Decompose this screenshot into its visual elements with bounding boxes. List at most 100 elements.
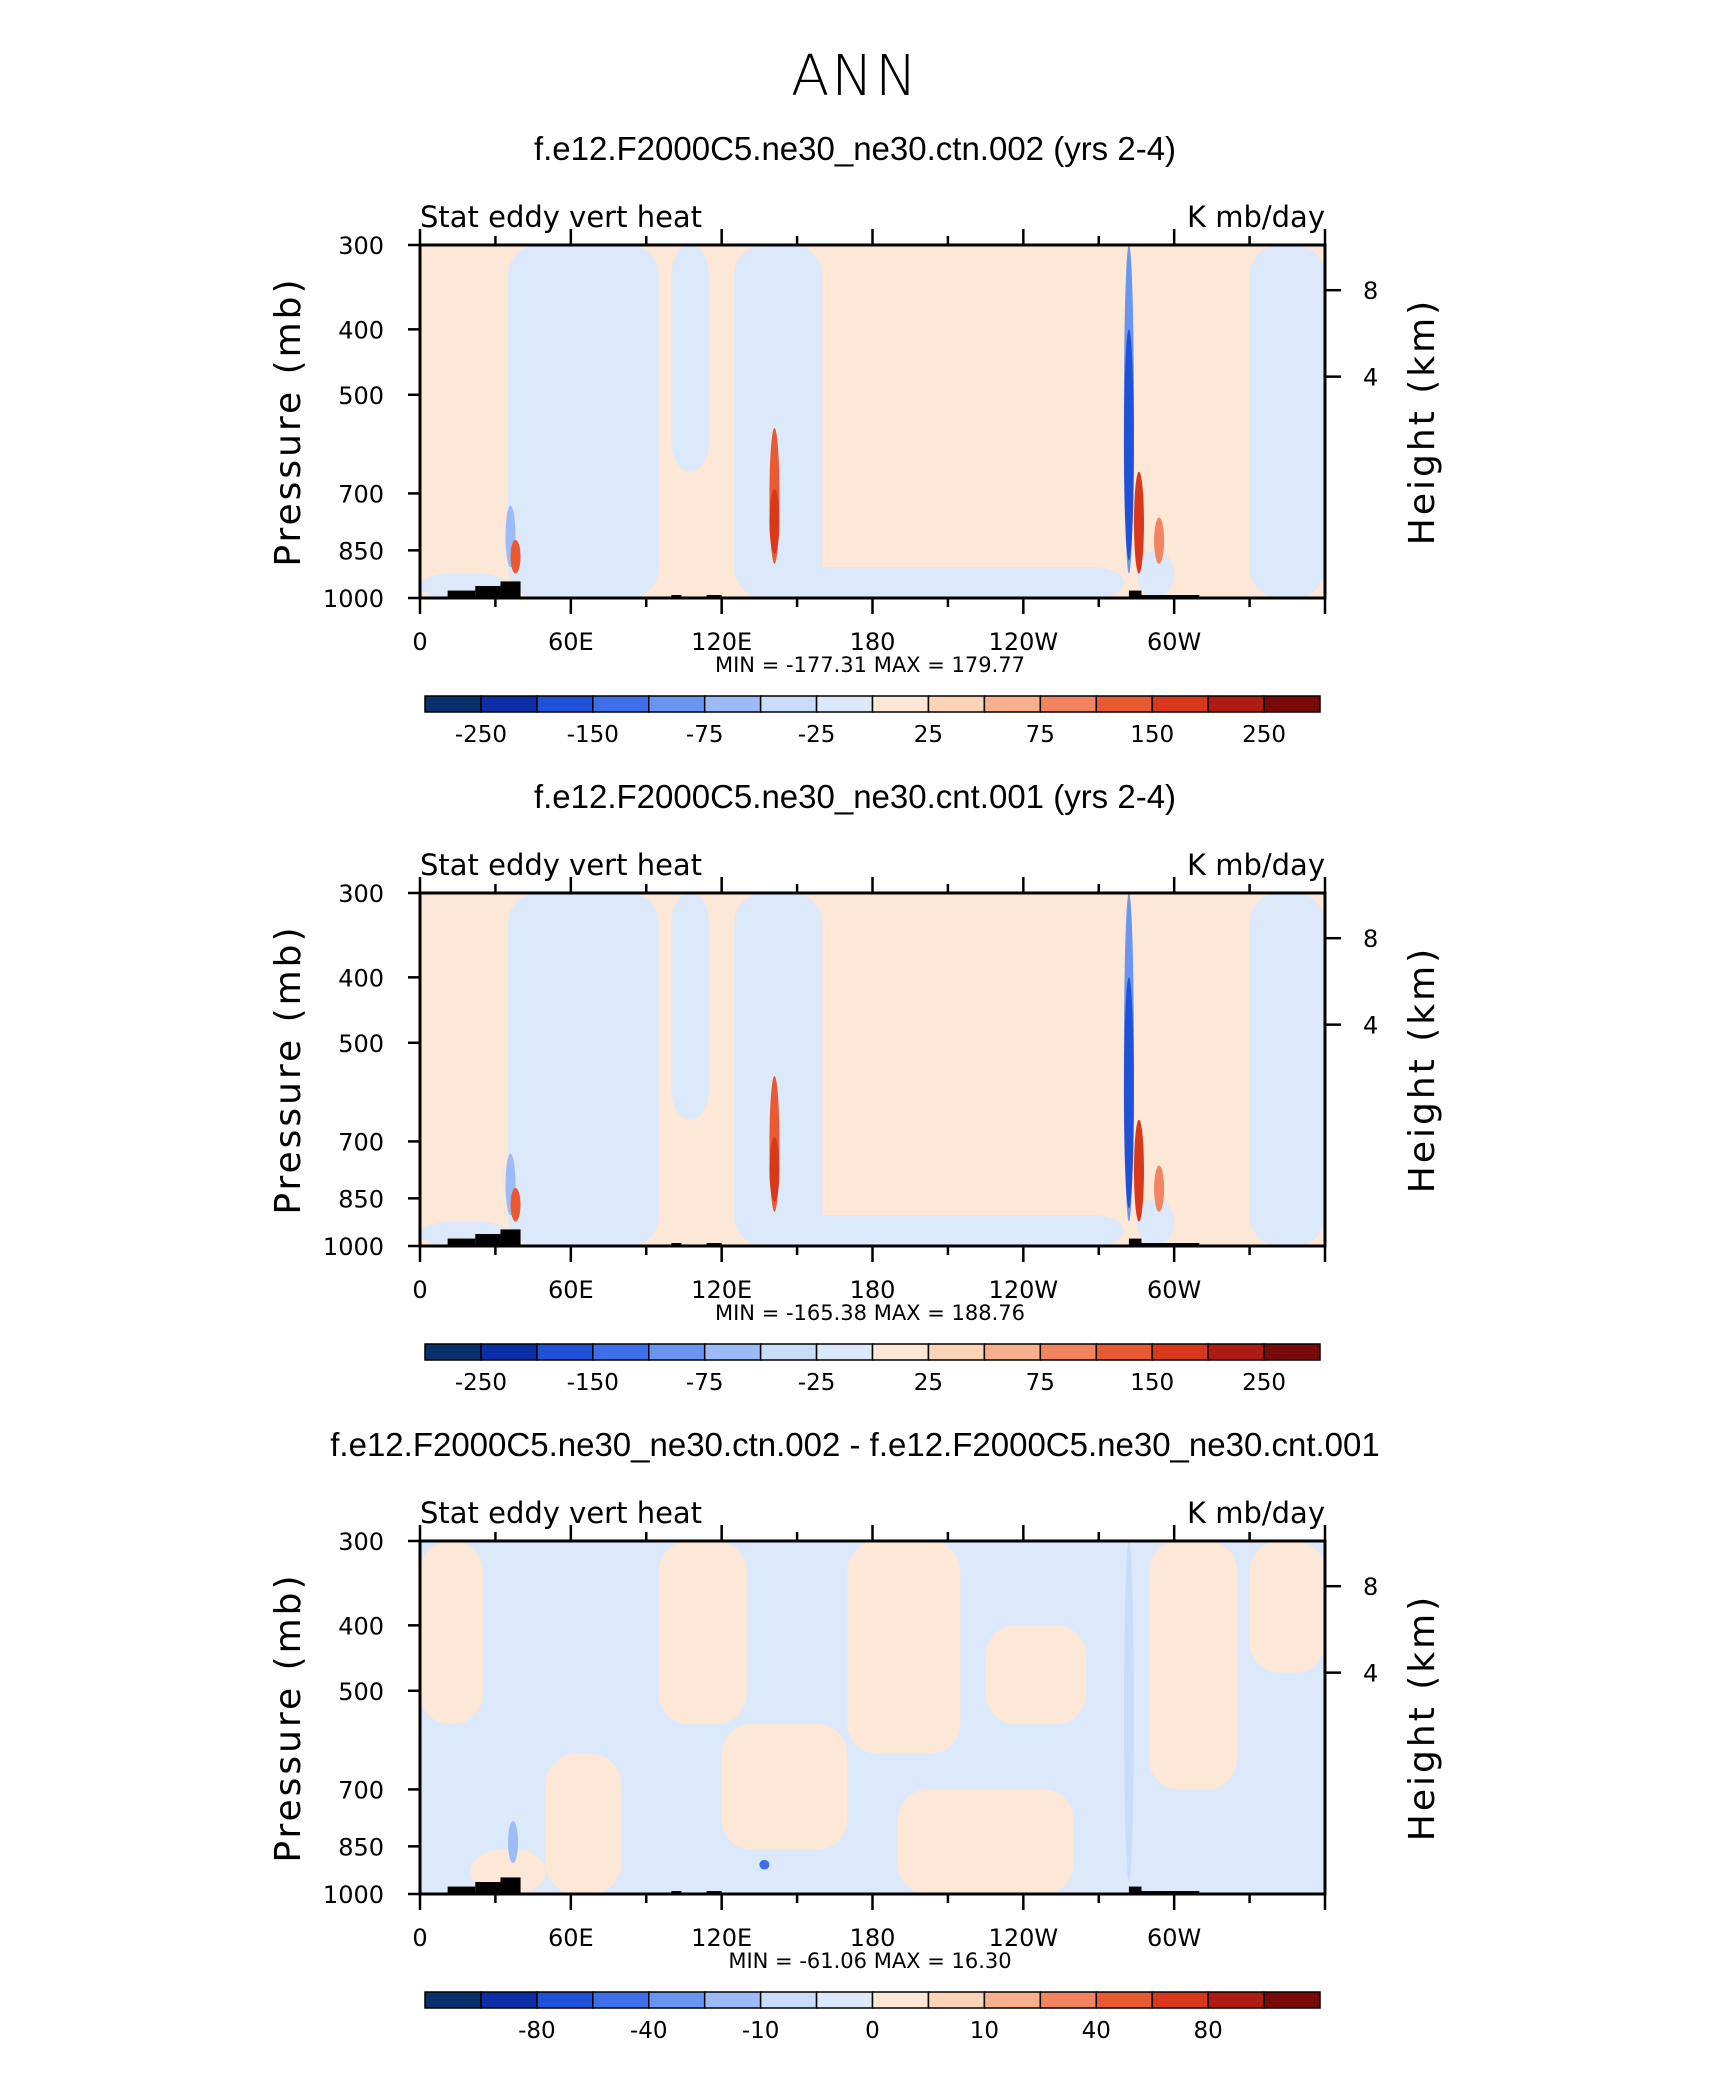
y-tick-label: 500 [338,1678,384,1706]
field-region [771,1215,1124,1246]
x-tick-label: 60W [1147,628,1201,656]
colorbar-swatch [1207,1343,1265,1361]
chart-panel-1: f.e12.F2000C5.ne30_ne30.ctn.002 (yrs 2-4… [0,130,1710,780]
y-tick-label: 400 [338,316,384,344]
colorbar-label: 250 [1242,722,1286,748]
colorbar-swatch [815,1991,874,2009]
colorbar-label: -80 [518,2018,556,2044]
topography-mask [1128,1238,1142,1246]
x-tick-label: 120E [691,1276,752,1304]
colorbar-swatch [871,1343,930,1361]
y2-axis-title: Height (km) [1402,1594,1443,1841]
y-tick-label: 700 [338,480,384,508]
topography-mask [500,581,521,598]
colorbar-label: -25 [798,1370,836,1396]
colorbar-label: -250 [455,722,507,748]
heatmap-svg: Stat eddy vert heat K mb/day 0 60E 120E 180 12… [268,200,1443,748]
topography-mask [447,590,476,598]
x-tick-label: 60W [1147,1924,1201,1952]
colorbar-swatch [1263,1991,1321,2009]
colorbar: -250 -150 -75 -25 25 75 150 250 [424,695,1321,748]
topography-mask [1128,590,1142,598]
colorbar-label: 250 [1242,1370,1286,1396]
field-region [734,245,823,598]
x-tick-label: 120W [989,628,1059,656]
field-region [545,1753,622,1894]
colorbar-label: 25 [914,1370,943,1396]
colorbar-swatch [871,695,930,713]
topography-mask [447,1886,476,1894]
field-feature [1123,1541,1134,1883]
field-feature [769,1137,780,1202]
field-region [671,893,710,1120]
colorbar-label: -75 [686,722,724,748]
x-tick-label: 180 [850,1924,896,1952]
colorbar-label: 40 [1082,2018,1111,2044]
y-tick-label: 850 [338,537,384,565]
colorbar-swatch [815,1343,874,1361]
chart-panel-3: f.e12.F2000C5.ne30_ne30.ctn.002 - f.e12.… [0,1426,1710,2076]
colorbar-swatch [480,1343,538,1361]
y-tick-label: 1000 [323,1881,384,1909]
variable-label: Stat eddy vert heat [420,1496,702,1530]
colorbar-swatch [536,1343,594,1361]
colorbar-swatch [480,695,538,713]
colorbar-swatch [424,1991,482,2009]
chart-panel-2: f.e12.F2000C5.ne30_ne30.cnt.001 (yrs 2-4… [0,778,1710,1428]
min-max-label: MIN = -61.06 MAX = 16.30 [728,1949,1011,1973]
y-axis-title: Pressure (mb) [268,1572,309,1862]
field-region [1136,1198,1175,1246]
colorbar-swatch [703,695,762,713]
colorbar-swatch [927,1343,986,1361]
colorbar-swatch [480,1991,538,2009]
field-feature [769,489,780,554]
field-region [420,1541,483,1724]
colorbar-swatch [703,1991,762,2009]
colorbar-swatch [424,695,482,713]
colorbar-swatch [1095,1991,1153,2009]
x-tick-label: 120E [691,628,752,656]
min-max-label: MIN = -165.38 MAX = 188.76 [715,1301,1025,1325]
colorbar-swatch [1263,1343,1321,1361]
topography-mask [500,1229,521,1246]
colorbar-swatch [592,695,650,713]
variable-label: Stat eddy vert heat [420,200,702,234]
heatmap-svg: Stat eddy vert heat K mb/day 0 60E 120E 180 12… [268,848,1443,1396]
colorbar-swatch [1207,1991,1265,2009]
colorbar-swatch [648,1991,706,2009]
colorbar-swatch [759,1991,818,2009]
colorbar-label: -150 [567,722,619,748]
y2-tick-label: 4 [1363,1012,1378,1040]
colorbar-swatch [983,1991,1042,2009]
colorbar-swatch [1039,1343,1097,1361]
y2-tick-label: 8 [1363,1573,1378,1601]
colorbar-swatch [759,695,818,713]
field-region [658,1541,747,1724]
field-region [1249,1541,1325,1673]
heatmap-field [420,1541,1325,1894]
panel-title: f.e12.F2000C5.ne30_ne30.ctn.002 - f.e12.… [330,1426,1380,1463]
field-region [1149,1541,1238,1790]
topography-mask [447,1238,476,1246]
colorbar-label: 25 [914,722,943,748]
colorbar-swatch [1039,695,1097,713]
topography-mask [475,586,501,598]
colorbar-swatch [648,1343,706,1361]
colorbar-swatch [759,1343,818,1361]
colorbar-label: 10 [970,2018,999,2044]
heatmap-field [420,893,1325,1246]
field-region [721,1723,848,1850]
field-region [671,245,710,472]
colorbar-label: 150 [1130,1370,1174,1396]
y-tick-label: 500 [338,1030,384,1058]
colorbar-label: 75 [1026,1370,1055,1396]
field-region [507,893,659,1246]
field-feature [1154,1165,1165,1212]
colorbar-label: 80 [1193,2018,1222,2044]
y-tick-label: 850 [338,1185,384,1213]
min-max-label: MIN = -177.31 MAX = 179.77 [715,653,1025,677]
colorbar-swatch [592,1343,650,1361]
topography-mask [475,1882,501,1894]
field-region [734,893,823,1246]
colorbar-label: -10 [742,2018,780,2044]
